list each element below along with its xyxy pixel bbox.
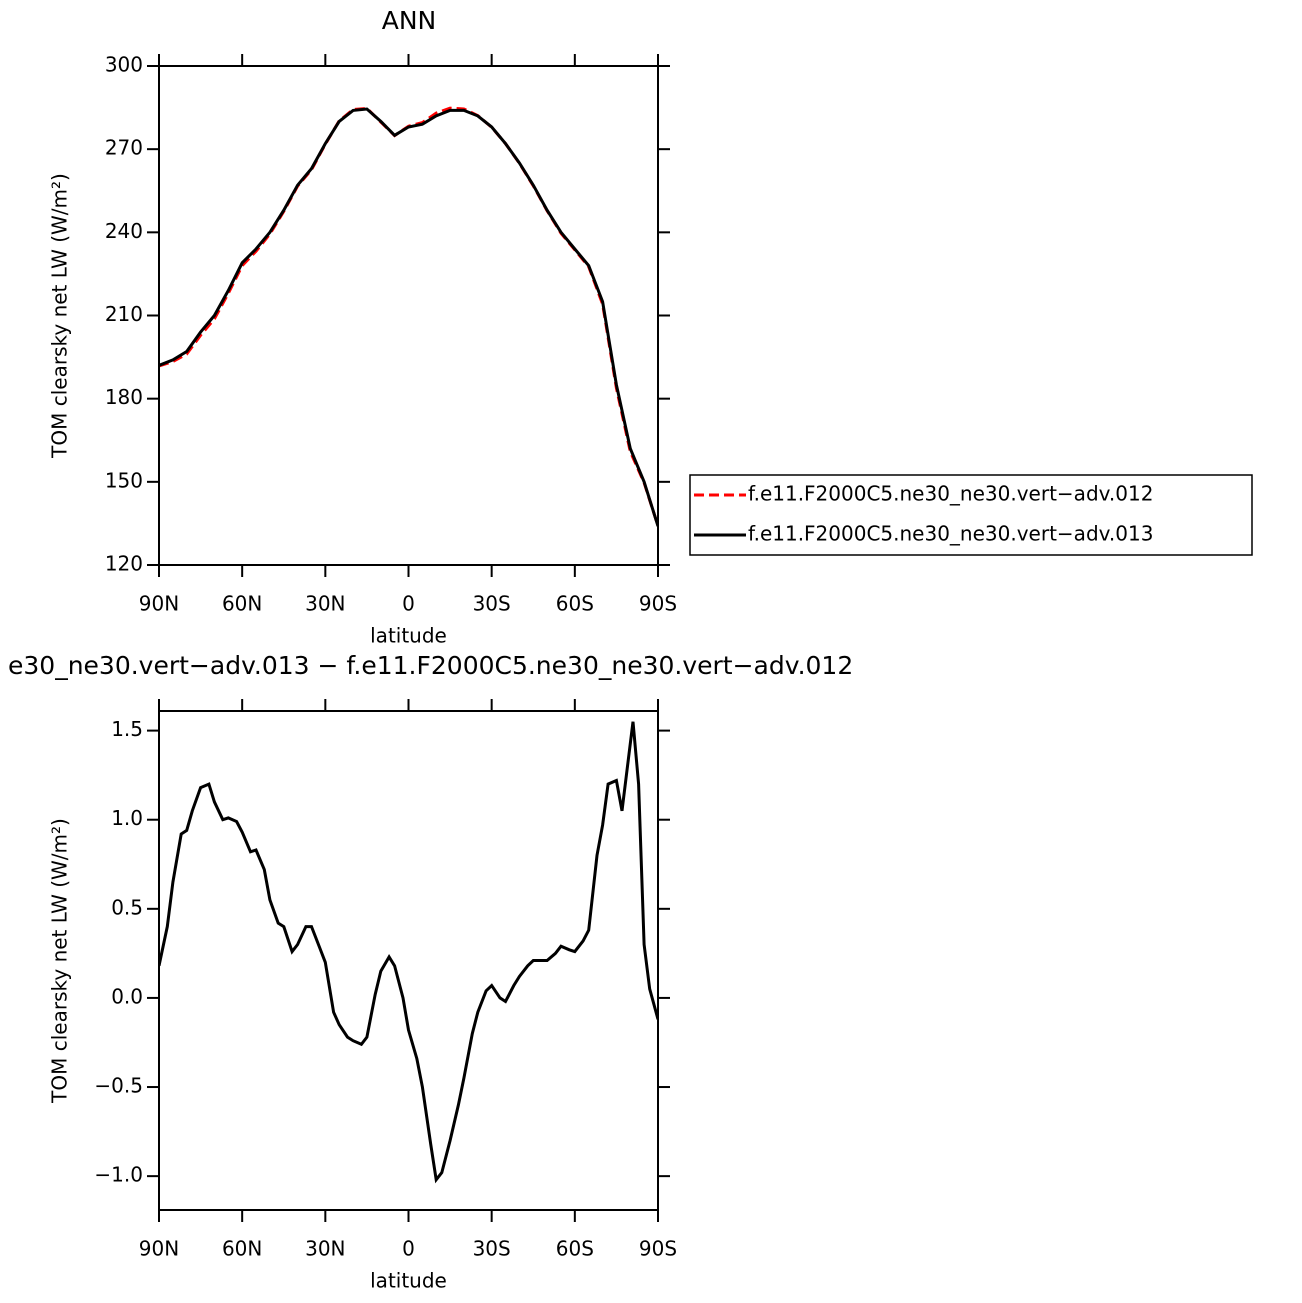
y-tick-label: 1.5 xyxy=(111,717,143,741)
y-tick-label: 300 xyxy=(105,53,143,77)
legend-label: f.e11.F2000C5.ne30_ne30.vert−adv.013 xyxy=(748,522,1153,546)
y-axis-label: TOM clearsky net LW (W/m²) xyxy=(48,818,72,1104)
chart-title: ANN xyxy=(382,6,437,35)
legend-box xyxy=(689,474,1253,556)
data-line xyxy=(159,721,658,1184)
plot-frame xyxy=(158,710,659,1211)
x-tick-label: 60N xyxy=(222,1237,262,1261)
x-tick-label: 90S xyxy=(639,592,677,616)
x-tick-label: 0 xyxy=(402,592,415,616)
x-tick-label: 60S xyxy=(556,592,594,616)
x-tick-label: 0 xyxy=(402,1237,415,1261)
x-tick-label: 30S xyxy=(473,1237,511,1261)
data-line xyxy=(159,106,658,527)
x-tick-label: 90S xyxy=(639,1237,677,1261)
plot-frame xyxy=(158,65,659,566)
y-tick-label: 1.0 xyxy=(111,806,143,830)
y-tick-label: 180 xyxy=(105,385,143,409)
x-tick-label: 30S xyxy=(473,592,511,616)
y-tick-label: −0.5 xyxy=(94,1074,143,1098)
data-line xyxy=(159,107,658,527)
x-axis-label: latitude xyxy=(370,1269,447,1293)
x-tick-label: 90N xyxy=(139,592,179,616)
y-tick-label: 150 xyxy=(105,468,143,492)
chart-title: e30_ne30.vert−adv.013 − f.e11.F2000C5.ne… xyxy=(8,651,853,680)
x-tick-label: 30N xyxy=(305,592,345,616)
y-tick-label: 0.0 xyxy=(111,984,143,1008)
y-tick-label: −1.0 xyxy=(94,1163,143,1187)
y-tick-label: 120 xyxy=(105,552,143,576)
x-tick-label: 60N xyxy=(222,592,262,616)
x-tick-label: 90N xyxy=(139,1237,179,1261)
y-axis-label: TOM clearsky net LW (W/m²) xyxy=(48,173,72,459)
y-tick-label: 0.5 xyxy=(111,895,143,919)
y-tick-label: 210 xyxy=(105,302,143,326)
x-tick-label: 30N xyxy=(305,1237,345,1261)
y-tick-label: 240 xyxy=(105,219,143,243)
legend-label: f.e11.F2000C5.ne30_ne30.vert−adv.012 xyxy=(748,482,1153,506)
x-axis-label: latitude xyxy=(370,624,447,648)
y-tick-label: 270 xyxy=(105,136,143,160)
x-tick-label: 60S xyxy=(556,1237,594,1261)
